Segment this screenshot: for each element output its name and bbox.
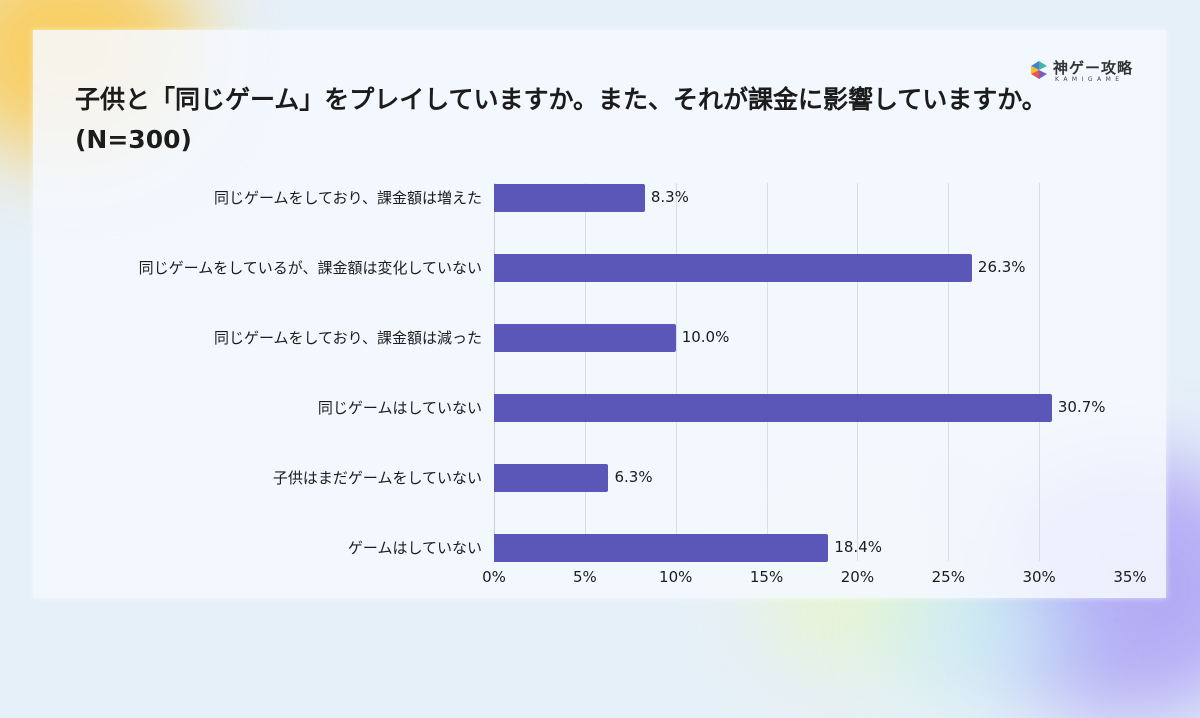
category-label: 同じゲームをしており、課金額は増えた bbox=[213, 189, 482, 207]
gridline bbox=[1039, 183, 1041, 561]
bar-chart-plot: 8.3% 26.3% 10.0% 30.7% 6.3% 18.4% bbox=[494, 183, 1130, 562]
gridline bbox=[584, 183, 586, 561]
gridline bbox=[675, 183, 677, 561]
chart-title: 子供と「同じゲーム」をプレイしていますか。また、それが課金に影響していますか。(… bbox=[75, 85, 1047, 154]
bar-row: 6.3% bbox=[494, 464, 1130, 492]
bar[interactable] bbox=[494, 254, 972, 282]
x-tick-label: 25% bbox=[931, 568, 965, 586]
bar[interactable] bbox=[494, 534, 829, 562]
chart-card bbox=[33, 30, 1166, 598]
bar[interactable] bbox=[494, 324, 676, 352]
x-tick-label: 35% bbox=[1113, 568, 1147, 586]
bar[interactable] bbox=[494, 394, 1052, 422]
x-tick-label: 0% bbox=[482, 568, 506, 586]
bar-row: 18.4% bbox=[494, 534, 1130, 562]
x-tick-label: 5% bbox=[572, 568, 597, 586]
bar-value-label: 10.0% bbox=[681, 328, 730, 346]
gridline bbox=[766, 183, 768, 561]
bar-value-label: 18.4% bbox=[834, 538, 882, 556]
x-tick-label: 10% bbox=[659, 568, 693, 586]
bar-value-label: 26.3% bbox=[977, 258, 1026, 276]
gridline bbox=[857, 183, 859, 561]
category-label: 同じゲームをしており、課金額は減った bbox=[213, 329, 482, 347]
x-tick-label: 30% bbox=[1022, 568, 1056, 586]
bar-row: 8.3% bbox=[494, 184, 1130, 212]
logo-mark-icon bbox=[1031, 61, 1047, 79]
bar[interactable] bbox=[494, 464, 609, 492]
category-label: 子供はまだゲームをしていない bbox=[272, 469, 482, 487]
bar-value-label: 30.7% bbox=[1057, 398, 1106, 416]
kamigame-logo: 神ゲー攻略 KAMIGAME bbox=[1029, 57, 1139, 87]
logo-subtext: KAMIGAME bbox=[1055, 76, 1124, 83]
category-label: 同じゲームはしていない bbox=[317, 399, 482, 417]
x-tick-label: 20% bbox=[840, 568, 875, 586]
bar[interactable] bbox=[494, 184, 645, 212]
category-label: ゲームはしていない bbox=[347, 539, 482, 557]
gridline bbox=[948, 183, 950, 561]
category-label: 同じゲームをしているが、課金額は変化していない bbox=[138, 259, 482, 277]
bar-value-label: 8.3% bbox=[650, 188, 689, 206]
bar-row: 10.0% bbox=[494, 324, 1130, 352]
x-tick-label: 15% bbox=[749, 568, 784, 586]
bar-value-label: 6.3% bbox=[614, 468, 653, 486]
y-axis-line bbox=[494, 183, 495, 561]
bar-row: 26.3% bbox=[494, 254, 1130, 282]
logo-text: 神ゲー攻略 bbox=[1053, 59, 1134, 77]
bar-row: 30.7% bbox=[494, 394, 1130, 422]
